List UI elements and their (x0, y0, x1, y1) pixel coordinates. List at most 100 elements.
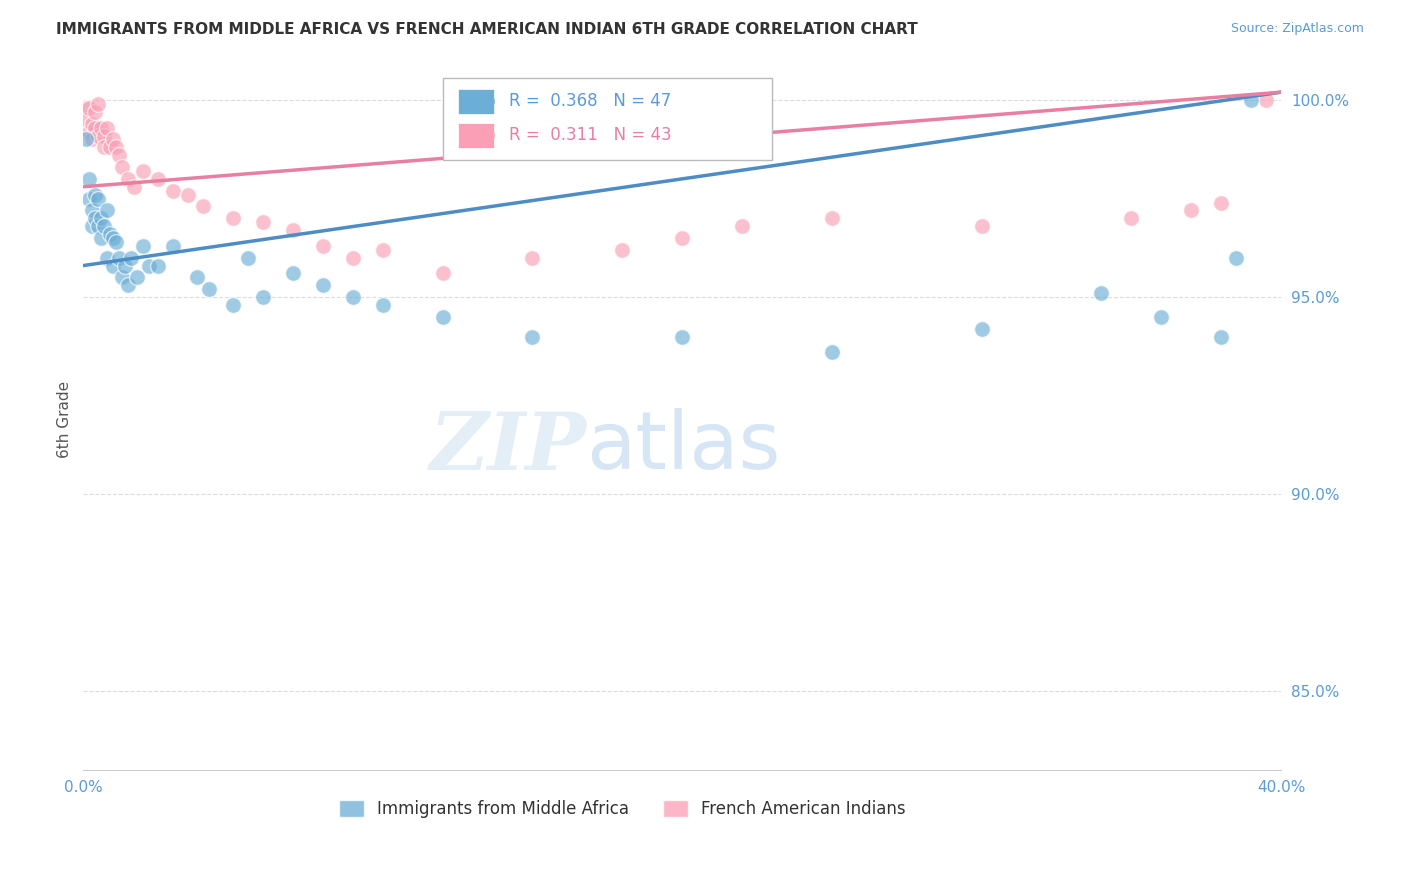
Text: ZIP: ZIP (429, 409, 586, 486)
Point (103, 132, 125, 146)
Point (87, 97, 110, 112)
Point (252, 290, 274, 304)
Point (612, 243, 634, 257)
Point (117, 172, 139, 186)
Point (146, 259, 169, 273)
Point (522, 329, 544, 343)
Point (236, 251, 259, 265)
Point (1084, 278, 1107, 293)
Point (1121, 211, 1143, 226)
Point (77, 192, 100, 206)
Point (108, 148, 131, 162)
Point (186, 270, 208, 285)
Point (731, 219, 754, 234)
Bar (458, 89, 494, 114)
Point (90, 211, 112, 226)
Point (432, 267, 454, 281)
Point (138, 259, 160, 273)
Point (162, 239, 184, 253)
Point (87, 128, 110, 143)
Point (75, 101, 97, 115)
Point (222, 298, 245, 312)
Point (82, 132, 104, 146)
Point (93, 128, 115, 143)
Text: R =  0.311   N = 43: R = 0.311 N = 43 (509, 126, 671, 145)
Point (191, 199, 214, 213)
Point (96, 120, 118, 135)
Point (75, 112, 97, 127)
FancyBboxPatch shape (443, 78, 772, 160)
Point (84, 187, 107, 202)
Point (98, 140, 121, 154)
Point (84, 120, 107, 135)
Point (1084, 467, 1107, 482)
Point (222, 211, 245, 226)
Point (108, 251, 131, 265)
Point (970, 219, 993, 234)
Point (75, 132, 97, 146)
Point (1256, 93, 1278, 107)
Legend: Immigrants from Middle Africa, French American Indians: Immigrants from Middle Africa, French Am… (332, 793, 912, 825)
Point (82, 117, 104, 131)
Y-axis label: 6th Grade: 6th Grade (58, 381, 72, 458)
Point (821, 211, 844, 226)
Point (252, 215, 274, 229)
Text: IMMIGRANTS FROM MIDDLE AFRICA VS FRENCH AMERICAN INDIAN 6TH GRADE CORRELATION CH: IMMIGRANTS FROM MIDDLE AFRICA VS FRENCH … (56, 22, 918, 37)
Point (1225, 251, 1247, 265)
Point (111, 160, 134, 174)
Point (342, 251, 364, 265)
Point (114, 259, 136, 273)
Text: Source: ZipAtlas.com: Source: ZipAtlas.com (1230, 22, 1364, 36)
Point (82, 203, 104, 218)
Point (103, 259, 125, 273)
Point (105, 140, 128, 154)
Point (146, 172, 169, 186)
Point (671, 329, 693, 343)
Point (198, 282, 221, 296)
Text: atlas: atlas (586, 409, 780, 486)
Point (132, 164, 155, 178)
Point (98, 227, 121, 241)
Point (127, 270, 149, 285)
Point (77, 125, 100, 139)
Point (96, 251, 118, 265)
Point (103, 231, 125, 245)
Point (1090, 286, 1112, 301)
Point (122, 179, 145, 194)
Point (312, 278, 335, 293)
Point (162, 184, 184, 198)
Point (111, 270, 134, 285)
Point (281, 223, 304, 237)
Point (281, 267, 304, 281)
Point (821, 345, 844, 359)
Point (120, 251, 142, 265)
Point (671, 231, 693, 245)
Bar (458, 122, 494, 148)
Point (342, 290, 364, 304)
Point (1150, 310, 1173, 324)
Point (87, 219, 110, 234)
Point (93, 219, 115, 234)
Point (1211, 195, 1233, 210)
Point (177, 187, 200, 202)
Point (84, 104, 107, 119)
Point (77, 101, 100, 115)
Point (1180, 203, 1202, 218)
Point (93, 140, 115, 154)
Point (96, 203, 118, 218)
Point (84, 211, 107, 226)
Point (371, 243, 394, 257)
Point (82, 219, 104, 234)
Point (87, 192, 110, 206)
Point (1211, 329, 1233, 343)
Point (132, 239, 155, 253)
Point (77, 172, 100, 186)
Point (90, 120, 112, 135)
Point (105, 235, 128, 249)
Point (522, 251, 544, 265)
Point (371, 298, 394, 312)
Point (117, 278, 139, 293)
Point (432, 310, 454, 324)
Point (90, 231, 112, 245)
Text: R =  0.368   N = 47: R = 0.368 N = 47 (509, 93, 671, 111)
